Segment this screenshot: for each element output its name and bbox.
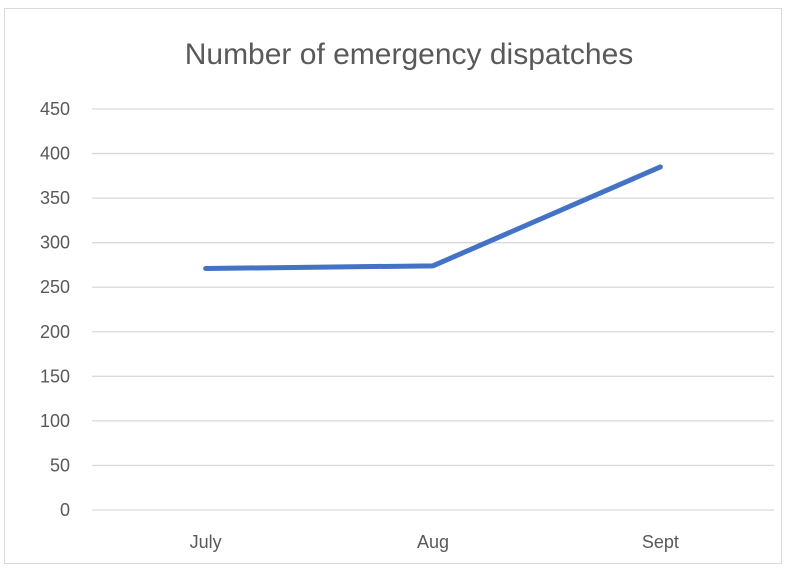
y-tick-label: 250 <box>40 277 70 297</box>
x-tick-label: Aug <box>417 532 449 552</box>
y-tick-label: 100 <box>40 411 70 431</box>
series-line <box>203 164 663 272</box>
chart-frame <box>4 8 782 564</box>
y-tick-label: 0 <box>60 500 70 520</box>
y-tick-label: 150 <box>40 366 70 386</box>
y-tick-label: 400 <box>40 144 70 164</box>
y-tick-label: 300 <box>40 233 70 253</box>
y-tick-label: 200 <box>40 322 70 342</box>
x-tick-label: Sept <box>642 532 679 552</box>
y-tick-label: 50 <box>50 455 70 475</box>
chart-title: Number of emergency dispatches <box>185 38 634 71</box>
x-tick-label: July <box>190 532 222 552</box>
y-tick-label: 350 <box>40 188 70 208</box>
y-tick-label: 450 <box>40 99 70 119</box>
